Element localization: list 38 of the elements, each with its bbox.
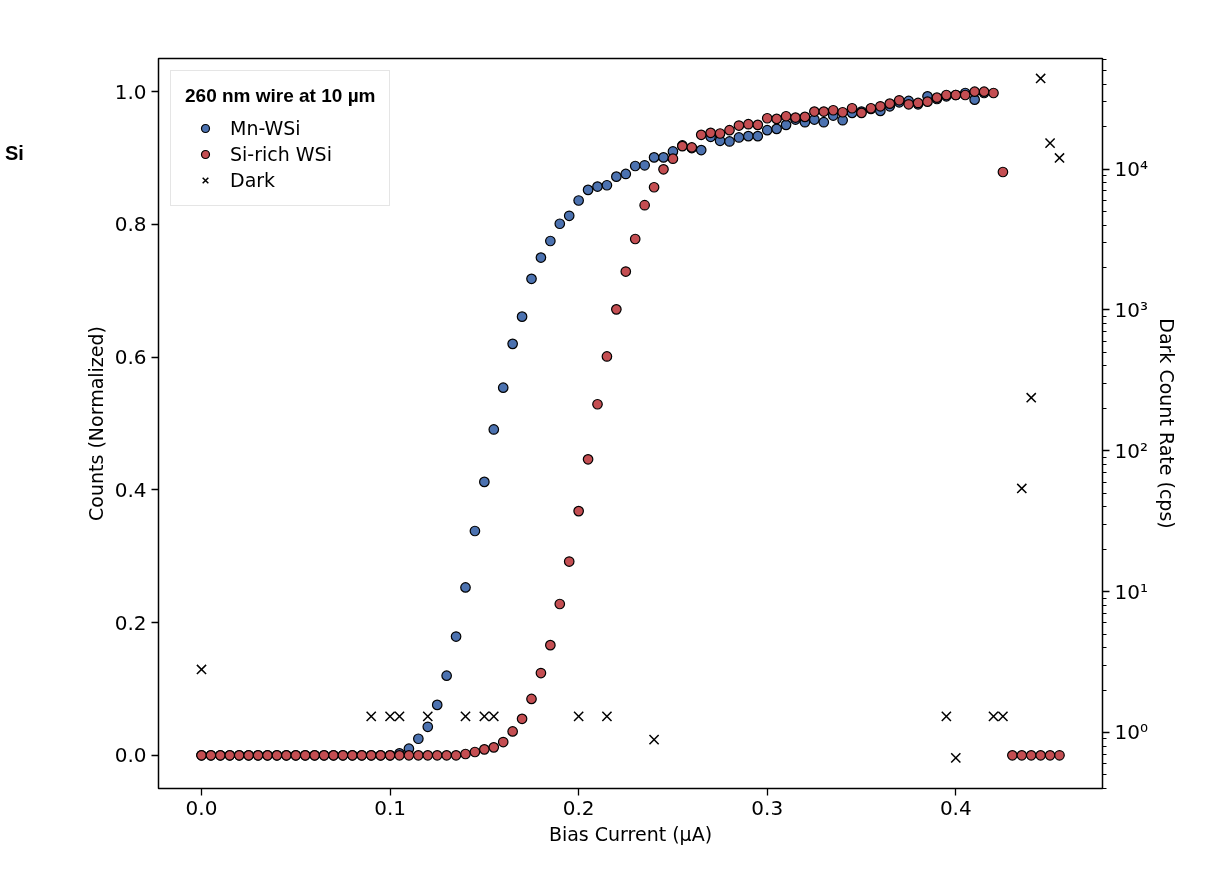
x-axis-title: Bias Current (μA) (548, 822, 713, 845)
y2-tick-label: 10³ (1114, 297, 1148, 322)
point (1025, 392, 1037, 404)
y-axis-title: Counts (Normalized) (84, 326, 107, 521)
x-tick-label: 0.1 (374, 795, 406, 820)
point (573, 711, 584, 722)
point (1016, 483, 1028, 494)
point (941, 711, 952, 722)
y2-tick-label: 10¹ (1114, 579, 1148, 604)
point (1054, 152, 1065, 164)
point (1044, 137, 1056, 149)
y-tick-label: 0.4 (114, 477, 147, 502)
y-tick-label: 0.2 (114, 610, 147, 635)
point (196, 664, 207, 675)
text: Si (5, 141, 24, 166)
legend-title: 260 nm wire at 10 µm (185, 85, 376, 107)
y2-axis-title: Dark Count Rate (cps) (1155, 318, 1178, 529)
x-tick-label: 0.0 (185, 795, 218, 820)
y2-tick-label: 10² (1114, 438, 1148, 463)
legend-label: Mn-WSi (230, 117, 301, 139)
point (365, 711, 377, 722)
point (460, 711, 471, 722)
y2-tick-label: 10⁴ (1114, 157, 1148, 182)
y2-tick-label: 10⁰ (1114, 720, 1148, 745)
point (648, 734, 660, 745)
x-tick-label: 0.3 (751, 795, 784, 820)
y-tick-label: 0.8 (114, 212, 147, 237)
point (601, 711, 613, 722)
legend-label: Si-rich WSi (230, 143, 332, 165)
x-tick-label: 0.4 (939, 795, 972, 820)
point (1035, 73, 1046, 84)
y-tick-label: 0.0 (114, 743, 147, 768)
legend-label: Dark (230, 169, 276, 191)
y-tick-label: 0.6 (114, 345, 147, 370)
x-tick-label: 0.2 (562, 795, 595, 820)
y-tick-label: 1.0 (114, 79, 147, 104)
point (422, 711, 434, 722)
point (950, 752, 962, 764)
